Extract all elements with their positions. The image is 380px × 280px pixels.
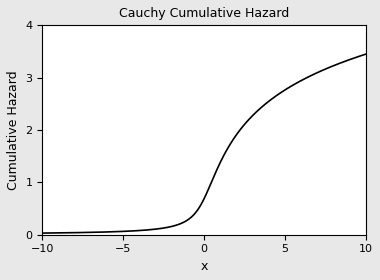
X-axis label: x: x [201,260,208,273]
Y-axis label: Cumulative Hazard: Cumulative Hazard [7,70,20,190]
Title: Cauchy Cumulative Hazard: Cauchy Cumulative Hazard [119,7,289,20]
